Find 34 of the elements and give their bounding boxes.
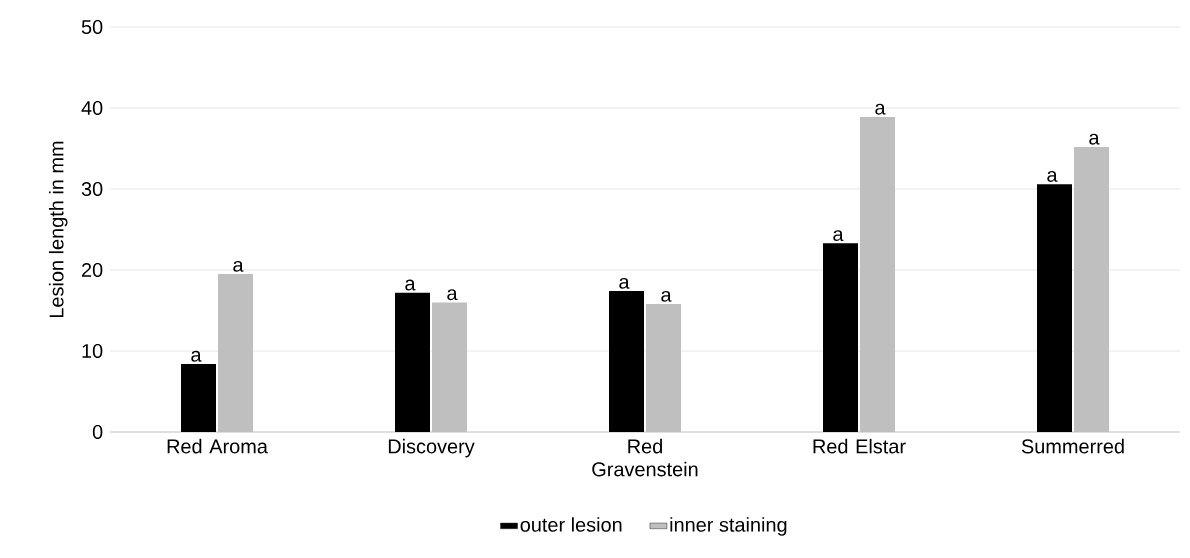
data-label: a	[833, 230, 844, 242]
y-axis-title: Lesion length in mm	[48, 141, 68, 318]
bar	[1073, 146, 1109, 432]
legend-label: outer lesion	[520, 517, 622, 532]
bar	[218, 274, 253, 432]
legend-label: inner staining	[670, 517, 787, 536]
bar	[1037, 184, 1072, 432]
y-tick-label: 0	[92, 424, 103, 440]
data-label: a	[447, 289, 458, 301]
y-tick-label: 40	[81, 100, 103, 116]
data-label: a	[1047, 171, 1058, 182]
data-label: a	[405, 279, 416, 291]
data-label: a	[619, 277, 630, 289]
y-tick-label: 10	[82, 343, 103, 359]
y-tick-label: 30	[81, 181, 103, 197]
bar	[432, 302, 467, 432]
x-tick-label: Discovery	[388, 438, 475, 458]
data-label: a	[191, 350, 202, 362]
data-label: a	[233, 260, 244, 272]
x-tick-label: Summerred	[1021, 438, 1124, 454]
x-tick-label: Red Gravenstein	[592, 438, 698, 477]
bar	[645, 304, 681, 432]
bar	[609, 291, 644, 432]
bar	[859, 116, 895, 432]
y-tick-label: 20	[82, 262, 103, 278]
data-label: a	[661, 290, 672, 302]
data-label: a	[875, 103, 886, 115]
bar	[181, 363, 216, 432]
x-tick-label: Red Aroma	[167, 438, 268, 454]
bar	[823, 243, 858, 432]
data-label: a	[1089, 133, 1100, 145]
bar	[395, 292, 430, 432]
x-tick-label: Red Elstar	[813, 438, 906, 454]
y-tick-label: 50	[81, 19, 103, 35]
